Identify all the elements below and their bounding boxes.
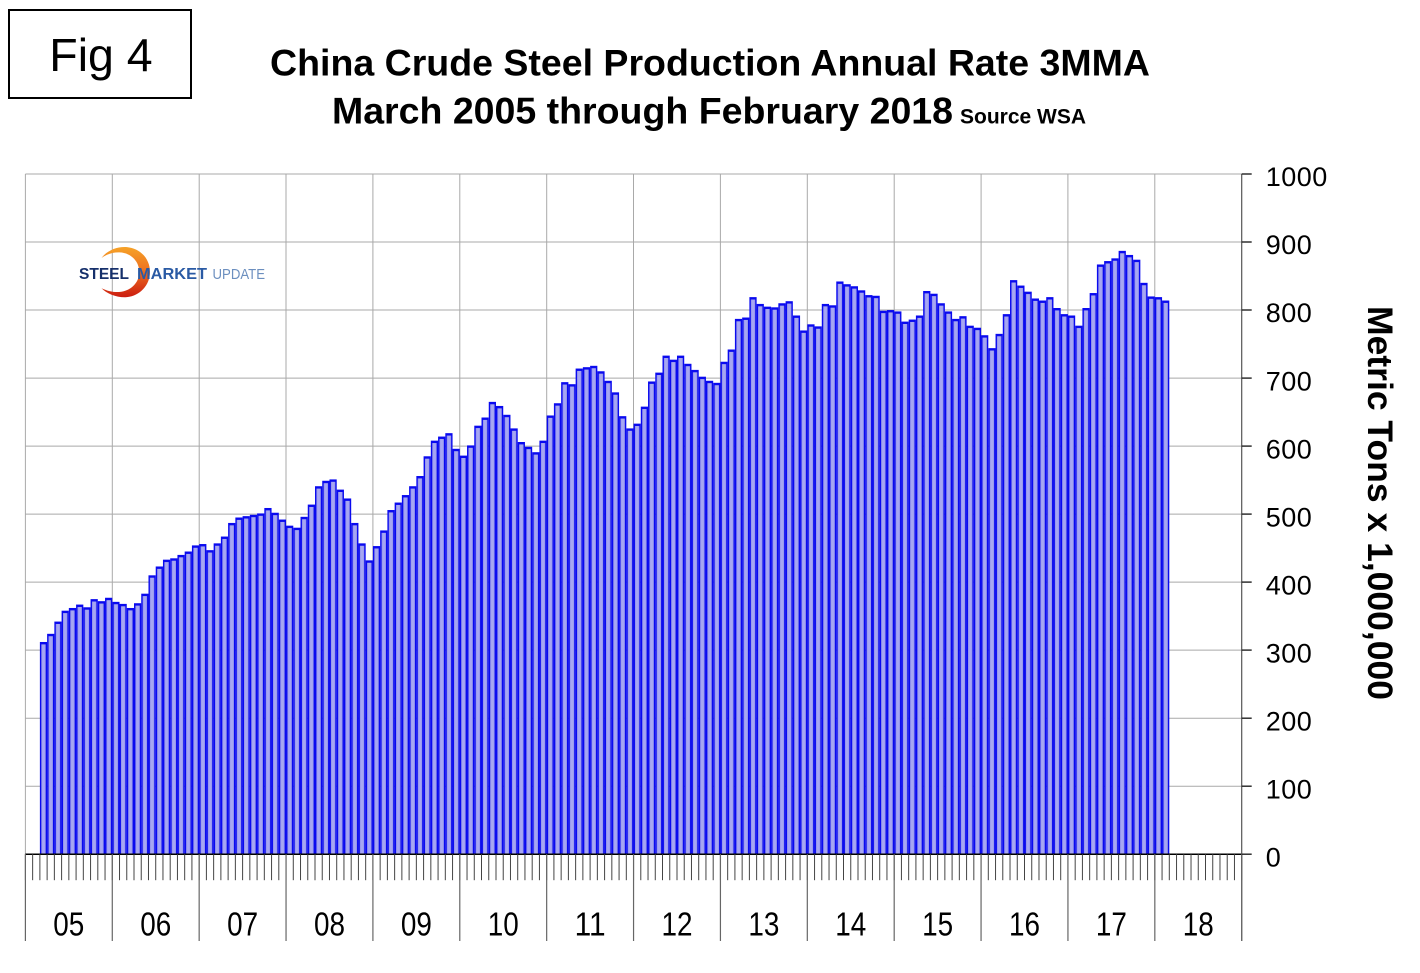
svg-text:600: 600 [1266, 434, 1313, 464]
svg-text:16: 16 [1009, 906, 1040, 943]
svg-text:17: 17 [1096, 906, 1127, 943]
svg-text:China Crude Steel Production A: China Crude Steel Production Annual Rate… [270, 42, 1150, 84]
svg-text:STEEL: STEEL [79, 266, 129, 283]
svg-text:07: 07 [227, 906, 258, 943]
svg-text:15: 15 [922, 906, 953, 943]
svg-text:18: 18 [1183, 906, 1214, 943]
svg-text:1000: 1000 [1266, 162, 1328, 192]
svg-text:11: 11 [575, 906, 606, 943]
svg-text:March 2005 through February 20: March 2005 through February 2018 Source W… [332, 90, 1086, 132]
svg-text:12: 12 [662, 906, 693, 943]
svg-text:200: 200 [1266, 706, 1313, 736]
svg-text:800: 800 [1266, 298, 1313, 328]
svg-text:400: 400 [1266, 570, 1313, 600]
svg-text:Fig 4: Fig 4 [49, 29, 152, 81]
svg-text:100: 100 [1266, 774, 1313, 804]
svg-text:10: 10 [488, 906, 519, 943]
svg-text:05: 05 [53, 906, 84, 943]
svg-text:UPDATE: UPDATE [213, 266, 266, 283]
svg-text:09: 09 [401, 906, 432, 943]
svg-text:700: 700 [1266, 366, 1313, 396]
svg-text:500: 500 [1266, 502, 1313, 532]
svg-text:14: 14 [835, 906, 866, 943]
svg-text:Metric Tons x 1,000,000: Metric Tons x 1,000,000 [1360, 306, 1400, 700]
svg-text:13: 13 [748, 906, 779, 943]
svg-text:08: 08 [314, 906, 345, 943]
svg-text:06: 06 [140, 906, 171, 943]
svg-text:MARKET: MARKET [137, 266, 207, 283]
svg-text:900: 900 [1266, 230, 1313, 260]
svg-text:300: 300 [1266, 638, 1313, 668]
svg-text:0: 0 [1266, 842, 1282, 872]
